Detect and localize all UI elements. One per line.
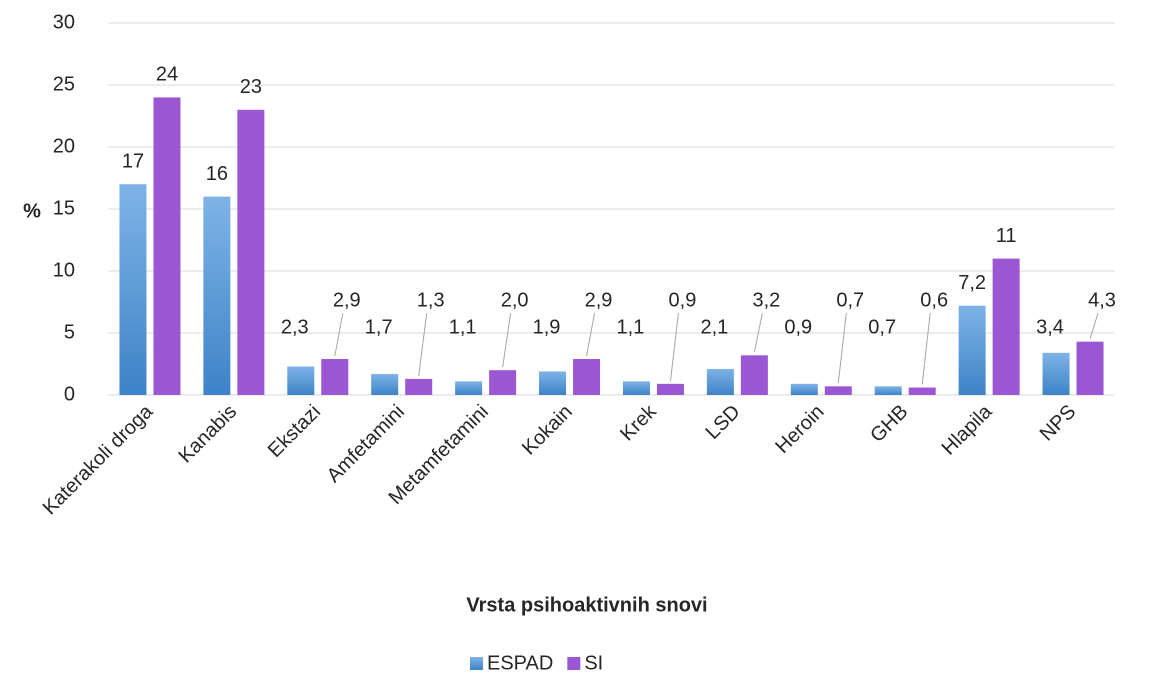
data-label: 0,7 — [868, 317, 896, 339]
leader-line — [502, 313, 512, 368]
data-label: 0,9 — [669, 289, 697, 311]
x-axis-title: Vrsta psihoaktivnih snovi — [466, 594, 707, 616]
bar — [287, 366, 315, 395]
data-label: 2,9 — [585, 289, 613, 311]
bar — [622, 381, 650, 395]
bar — [321, 359, 349, 395]
data-label: 3,2 — [752, 289, 780, 311]
data-label: 1,9 — [533, 317, 561, 339]
y-tick-label: 0 — [64, 383, 75, 405]
leader-line — [418, 313, 428, 376]
x-tick-label: NPS — [1036, 401, 1081, 446]
bar — [539, 371, 567, 395]
leader-line — [334, 312, 344, 357]
legend-label: ESPAD — [487, 652, 553, 674]
y-tick-label: 25 — [53, 73, 75, 95]
y-tick-label: 10 — [53, 259, 75, 281]
bar — [958, 305, 986, 395]
data-label: 23 — [240, 76, 262, 98]
leader-line — [669, 313, 679, 381]
data-label: 2,1 — [700, 317, 728, 339]
bar — [874, 386, 902, 395]
data-label: 16 — [206, 163, 228, 185]
leader-line — [586, 312, 596, 357]
legend-swatch — [470, 657, 483, 670]
data-label: 17 — [122, 150, 144, 172]
data-label: 1,1 — [617, 317, 645, 339]
x-tick-label: Katerakoli droga — [39, 400, 158, 519]
legend-swatch — [567, 657, 581, 670]
leader-line — [921, 313, 931, 385]
bar — [237, 109, 265, 396]
y-tick-label: 15 — [53, 197, 75, 219]
data-label: 3,4 — [1036, 317, 1064, 339]
data-label: 2,3 — [281, 317, 309, 339]
bar — [790, 383, 818, 395]
bar — [1076, 341, 1104, 395]
data-label: 1,7 — [365, 317, 393, 339]
data-label: 24 — [156, 64, 178, 86]
x-tick-label: LSD — [702, 401, 745, 444]
x-tick-label: Heroin — [771, 401, 828, 458]
bar — [824, 386, 852, 395]
data-label: 0,6 — [920, 289, 948, 311]
bar — [1042, 352, 1070, 395]
bar — [153, 97, 181, 396]
y-tick-label: 30 — [53, 11, 75, 33]
bar — [371, 373, 399, 395]
x-tick-label: Kanabis — [174, 401, 241, 468]
data-label: 4,3 — [1088, 289, 1116, 311]
leader-line — [753, 312, 763, 353]
bar — [706, 368, 734, 395]
leader-line — [1089, 312, 1099, 339]
y-tick-label: 5 — [64, 321, 75, 343]
bar — [740, 355, 768, 395]
data-label: 2,9 — [333, 289, 361, 311]
data-label: 1,1 — [449, 317, 477, 339]
y-axis-title: % — [23, 200, 41, 222]
bar — [656, 383, 684, 395]
x-tick-label: Krek — [616, 400, 661, 445]
bar — [405, 378, 433, 395]
data-label: 0,9 — [784, 317, 812, 339]
bar — [119, 184, 147, 395]
bar — [203, 196, 231, 395]
data-label: 7,2 — [958, 272, 986, 294]
bar — [573, 359, 601, 395]
bar — [489, 370, 517, 395]
bar — [455, 381, 483, 395]
data-label: 1,3 — [417, 289, 445, 311]
x-tick-label: GHB — [866, 401, 912, 447]
x-tick-label: Hlapila — [938, 400, 997, 459]
data-label: 2,0 — [501, 289, 529, 311]
bar — [908, 387, 936, 395]
data-label: 11 — [996, 225, 1017, 247]
x-tick-label: Kokain — [518, 401, 577, 460]
y-tick-label: 20 — [53, 135, 75, 157]
legend-label: SI — [584, 652, 603, 674]
x-tick-label: Amfetamini — [323, 401, 409, 487]
x-tick-label: Ekstazi — [264, 401, 325, 462]
leader-line — [837, 313, 847, 384]
bar — [992, 258, 1020, 395]
data-label: 0,7 — [836, 289, 864, 311]
